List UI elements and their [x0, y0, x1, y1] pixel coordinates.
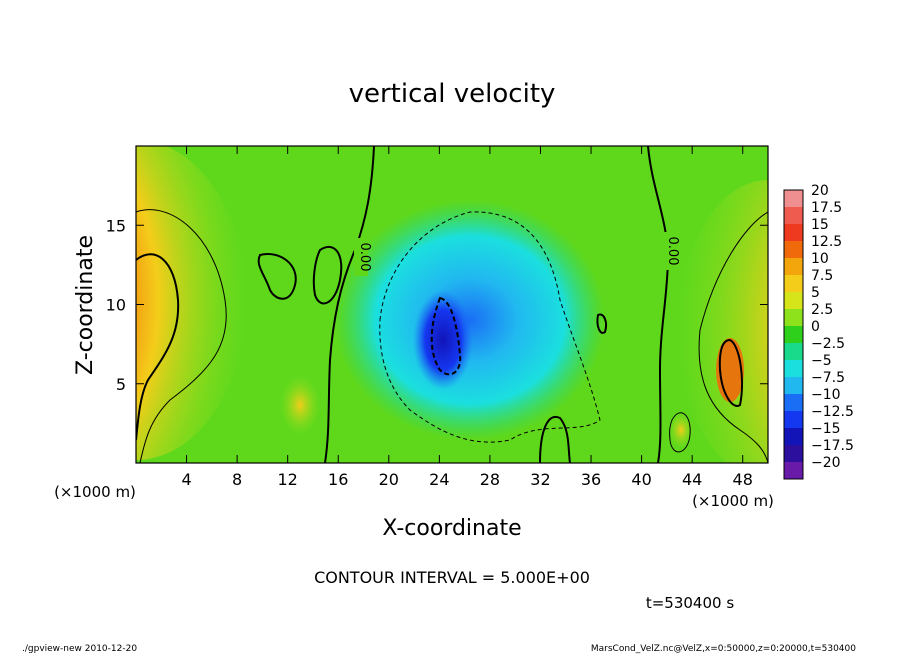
colorbar-label: 15: [811, 217, 829, 233]
colorbar-label: −17.5: [811, 438, 854, 454]
zero-contour-label-right: 0.00: [665, 237, 680, 266]
colorbar-label: 20: [811, 183, 829, 199]
x-tick-label: 28: [480, 470, 500, 489]
colorbar-swatch: [784, 462, 803, 479]
x-tick-label: 24: [429, 470, 449, 489]
x-unit-left: (×1000 m): [54, 483, 136, 501]
colorbar-swatch: [784, 292, 803, 309]
warm-spot-bottom: [669, 412, 693, 448]
time-text: t=530400 s: [646, 594, 734, 612]
y-tick-label: 10: [106, 296, 126, 315]
x-tick-label: 48: [733, 470, 753, 489]
contour-lines: [136, 146, 768, 463]
warm-spot-lower-left: [280, 375, 320, 435]
contour-interval-text: CONTOUR INTERVAL = 5.000E+00: [314, 568, 590, 587]
warm-region-left: [136, 146, 246, 460]
footer-right: MarsCond_VelZ.nc@VelZ,x=0:50000,z=0:2000…: [591, 644, 856, 654]
zero-contour-label-left: 0.00: [357, 243, 372, 272]
colorbar-swatch: [784, 394, 803, 411]
pos-contour-bottom: [539, 415, 571, 463]
colorbar-swatch: [784, 445, 803, 462]
colorbar-label: −2.5: [811, 336, 845, 352]
x-axis-label: X-coordinate: [382, 516, 521, 541]
colorbar-frame: [783, 189, 804, 480]
x-tick-label: 16: [328, 470, 348, 489]
colorbar-swatch: [784, 326, 803, 343]
y-tick-label: 15: [106, 216, 126, 235]
zero-label-bg-right: [662, 232, 676, 270]
colorbar-label: 7.5: [811, 268, 833, 284]
colorbar-swatch: [784, 343, 803, 360]
colorbar-label: −10: [811, 387, 841, 403]
colorbar-label: −12.5: [811, 404, 854, 420]
colorbar-label: −7.5: [811, 370, 845, 386]
colorbar-swatch: [784, 377, 803, 394]
x-tick-label: 40: [631, 470, 651, 489]
pos-contour-left-inner: [136, 253, 180, 441]
colorbar-label: 5: [811, 285, 820, 301]
x-tick-label: 8: [232, 470, 242, 489]
x-tick-label: 12: [278, 470, 298, 489]
colorbar-label: 17.5: [811, 200, 842, 216]
footer-left: ./gpview-new 2010-12-20: [22, 644, 137, 654]
colorbar-swatch: [784, 207, 803, 224]
colorbar-swatch: [784, 428, 803, 445]
x-axis-ticks: 4 8 12 16 20 24 28 32 36 40 44 48: [181, 146, 753, 489]
colorbar-label: 12.5: [811, 234, 842, 250]
colorbar-label: 10: [811, 251, 829, 267]
x-unit-right: (×1000 m): [692, 492, 774, 510]
pos-contour-right-inner: [718, 338, 743, 407]
colorbar-label: 0: [811, 319, 820, 335]
x-tick-label: 36: [581, 470, 601, 489]
colorbar-swatch: [784, 241, 803, 258]
neg-contour-core: [430, 296, 462, 376]
colorbar-label: −15: [811, 421, 841, 437]
zero-label-bg-left: [354, 238, 368, 276]
colorbar-label: 2.5: [811, 302, 833, 318]
pos-contour-small-c: [596, 313, 608, 334]
colorbar-label: −20: [811, 455, 841, 471]
colorbar-swatch: [784, 258, 803, 275]
cold-core: [413, 290, 473, 390]
pos-contour-small-b: [312, 245, 343, 305]
colorbar: 2017.51512.5107.552.50−2.5−5−7.5−10−12.5…: [783, 183, 854, 480]
warm-region-right: [678, 180, 768, 463]
y-axis-ticks: 5 10 15: [106, 216, 768, 394]
colorbar-swatch: [784, 190, 803, 207]
plot-area: 0.00 0.00: [136, 146, 768, 463]
zero-contour-left: [324, 146, 375, 463]
colorbar-swatch: [784, 224, 803, 241]
chart-title: vertical velocity: [349, 79, 556, 109]
colorbar-swatch: [784, 411, 803, 428]
x-tick-label: 44: [682, 470, 702, 489]
neg-contour-dashed: [379, 211, 601, 443]
x-tick-label: 4: [181, 470, 191, 489]
colorbar-swatch: [784, 275, 803, 292]
colorbar-label: −5: [811, 353, 832, 369]
x-tick-label: 32: [530, 470, 550, 489]
pos-contour-small-a: [257, 253, 297, 300]
x-tick-label: 20: [379, 470, 399, 489]
y-axis-label: Z-coordinate: [73, 235, 98, 375]
colorbar-swatch: [784, 360, 803, 377]
pos-contour-right-outer: [698, 211, 768, 463]
colorbar-swatch: [784, 309, 803, 326]
y-tick-label: 5: [116, 375, 126, 394]
zero-contour-right: [647, 146, 670, 463]
pos-contour-left-outer: [136, 209, 227, 463]
pos-contour-small-d: [669, 412, 691, 453]
